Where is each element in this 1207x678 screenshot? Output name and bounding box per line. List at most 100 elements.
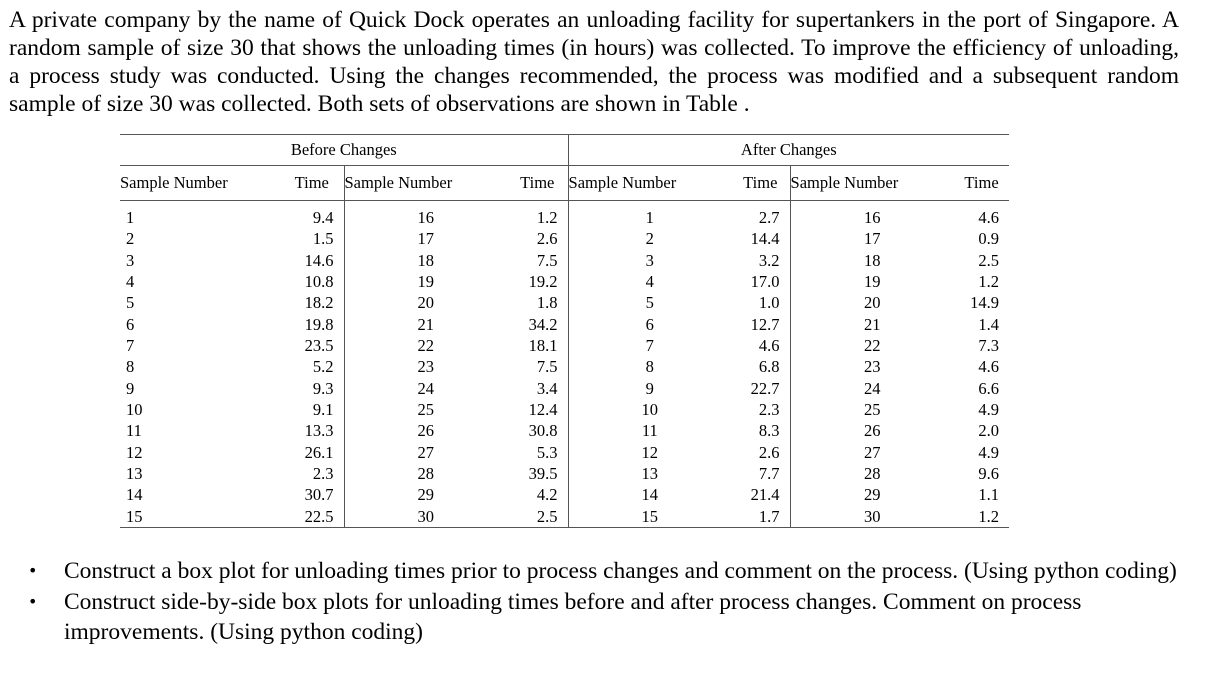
time-cell: 14.4 (731, 228, 791, 250)
sample-number-cell: 1 (126, 208, 135, 227)
sample-number-cell: 8 (126, 357, 135, 377)
sample-number-cell: 5 (645, 293, 654, 313)
time-cell: 30.8 (507, 420, 569, 442)
sample-number-cell: 22 (417, 336, 435, 356)
sample-number-cell: 20 (417, 293, 435, 313)
sample-number-cell: 18 (417, 250, 435, 270)
sample-number-cell: 3 (645, 250, 654, 270)
sample-number-cell: 18 (864, 250, 881, 270)
col-header-time: Time (731, 165, 791, 201)
sample-number-cell: 26 (864, 421, 881, 441)
time-cell: 9.4 (280, 207, 345, 229)
sample-number-cell: 7 (126, 336, 135, 356)
sample-number-cell: 16 (864, 208, 881, 227)
table-row: 6 19.8 21 34.2 6 12.7 21 1.4 (120, 313, 1009, 336)
time-cell: 9.3 (280, 377, 345, 400)
time-cell: 4.9 (978, 442, 1000, 462)
sample-number-cell: 2 (645, 229, 654, 249)
time-cell: 21.4 (731, 484, 791, 506)
table-row: 5 18.2 20 1.8 5 1.0 20 14.9 (120, 292, 1009, 314)
time-cell: 10.8 (280, 271, 345, 293)
time-cell: 1.0 (731, 292, 791, 314)
time-cell: 3.2 (731, 249, 791, 272)
table-row: 13 2.3 28 39.5 13 7.7 28 9.6 (120, 463, 1009, 485)
time-cell: 6.6 (978, 378, 1000, 398)
time-cell: 19.8 (280, 313, 345, 336)
time-cell: 2.7 (731, 207, 791, 229)
time-cell: 14.6 (280, 249, 345, 272)
problem-statement: A private company by the name of Quick D… (9, 7, 1179, 117)
sample-number-cell: 12 (126, 442, 143, 462)
time-cell: 2.3 (280, 463, 345, 485)
time-cell: 2.5 (978, 250, 1000, 270)
sample-number-cell: 1 (645, 208, 654, 227)
unloading-times-table: Before Changes After Changes Sample Numb… (120, 134, 1010, 529)
sample-number-cell: 23 (864, 357, 881, 377)
sample-number-cell: 15 (120, 505, 280, 529)
sample-number-cell: 24 (864, 378, 881, 398)
time-cell: 14.9 (970, 293, 1000, 313)
table-row: 11 13.3 26 30.8 11 8.3 26 2.0 (120, 420, 1009, 442)
col-header-time: Time (507, 165, 569, 201)
time-cell: 4.2 (507, 484, 569, 506)
table-row: 8 5.2 23 7.5 8 6.8 23 4.6 (120, 356, 1009, 378)
time-cell: 6.8 (731, 356, 791, 378)
task-text: Construct side-by-side box plots for unl… (64, 589, 1082, 645)
sample-number-cell: 2 (126, 229, 135, 249)
col-header-time: Time (954, 165, 1010, 201)
sample-number-cell: 23 (417, 357, 435, 377)
time-cell: 7.3 (978, 336, 1000, 356)
time-cell: 22.5 (280, 505, 345, 529)
sample-number-cell: 21 (864, 314, 881, 334)
sample-number-cell: 20 (864, 293, 881, 313)
sample-number-cell: 6 (645, 314, 654, 334)
time-cell: 4.6 (978, 208, 1000, 227)
time-cell: 1.4 (978, 314, 1000, 334)
sample-number-cell: 16 (417, 208, 435, 227)
table-row: 7 23.5 22 18.1 7 4.6 22 7.3 (120, 335, 1009, 357)
table-row: 10 9.1 25 12.4 10 2.3 25 4.9 (120, 399, 1009, 421)
sample-number-cell: 6 (126, 314, 135, 334)
time-cell: 1.2 (507, 207, 569, 229)
table-body: 1 9.4 16 1.2 1 2.7 16 4.6 2 1.5 17 2.6 2 14.4 17 0.9 3 14… (120, 200, 1010, 529)
time-cell: 19.2 (507, 271, 569, 293)
sample-number-cell: 4 (126, 272, 135, 292)
time-cell: 9.1 (280, 399, 345, 421)
sample-number-cell: 22 (864, 336, 881, 356)
sample-number-cell: 11 (641, 421, 658, 441)
time-cell: 1.8 (507, 292, 569, 314)
time-cell: 18.2 (280, 292, 345, 314)
sample-number-cell: 7 (645, 336, 654, 356)
sample-number-cell: 25 (864, 400, 881, 420)
sample-number-cell: 17 (864, 229, 881, 249)
sample-number-cell: 27 (417, 442, 435, 462)
sample-number-cell: 11 (126, 421, 142, 441)
table-row: 14 30.7 29 4.2 14 21.4 29 1.1 (120, 484, 1009, 506)
sample-number-cell: 14 (126, 485, 143, 505)
time-cell: 4.6 (978, 357, 1000, 377)
time-cell: 5.3 (507, 441, 569, 464)
sample-number-cell: 12 (641, 442, 659, 462)
time-cell: 1.7 (731, 505, 791, 529)
sample-number-cell: 8 (645, 357, 654, 377)
time-cell: 17.0 (731, 271, 791, 293)
sample-number-cell: 14 (641, 485, 659, 505)
before-changes-header: Before Changes (120, 134, 569, 166)
col-header-time: Time (280, 165, 345, 201)
table-row: 12 26.1 27 5.3 12 2.6 27 4.9 (120, 441, 1009, 464)
table-row: 3 14.6 18 7.5 3 3.2 18 2.5 (120, 249, 1009, 272)
after-changes-header: After Changes (568, 134, 1010, 166)
time-cell: 22.7 (731, 377, 791, 400)
col-header-sample-number: Sample Number (344, 165, 507, 201)
table-row: 1 9.4 16 1.2 1 2.7 16 4.6 (120, 207, 1009, 229)
sample-number-cell: 4 (645, 272, 654, 292)
time-cell: 34.2 (507, 313, 569, 336)
sample-number-cell: 15 (568, 505, 732, 529)
sample-number-cell: 10 (641, 400, 659, 420)
sample-number-cell: 19 (864, 272, 881, 292)
sample-number-cell: 9 (126, 378, 135, 398)
time-cell: 13.3 (280, 420, 345, 442)
col-header-sample-number: Sample Number (568, 165, 732, 201)
time-cell: 2.6 (731, 441, 791, 464)
time-cell: 2.3 (731, 399, 791, 421)
